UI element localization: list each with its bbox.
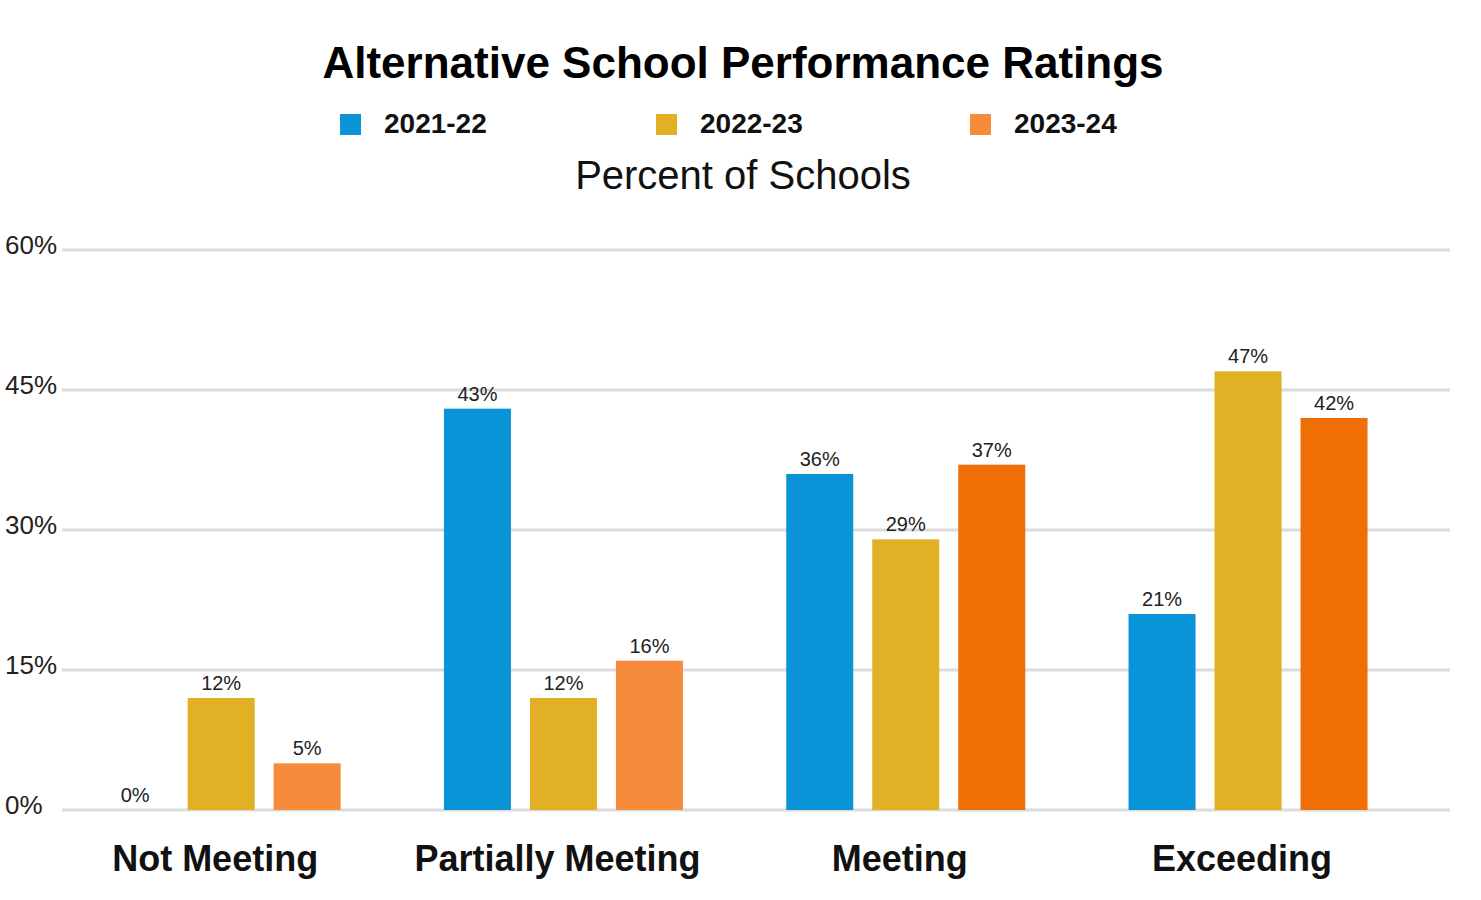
x-tick-label: Partially Meeting — [414, 838, 700, 879]
data-label: 29% — [886, 513, 926, 535]
y-tick-label: 30% — [5, 510, 57, 540]
legend-label: 2023-24 — [1014, 108, 1117, 139]
bar — [1215, 371, 1282, 810]
legend-label: 2021-22 — [384, 108, 487, 139]
bar — [274, 763, 341, 810]
data-label: 12% — [543, 672, 583, 694]
bar — [616, 661, 683, 810]
chart: Alternative School Performance Ratings Pe… — [0, 0, 1481, 900]
bar — [530, 698, 597, 810]
data-label: 37% — [972, 439, 1012, 461]
y-axis-label: Percent of Schools — [575, 153, 911, 197]
data-label: 12% — [201, 672, 241, 694]
legend-swatch — [656, 114, 677, 135]
data-label: 43% — [457, 383, 497, 405]
bar — [872, 539, 939, 810]
bar — [1129, 614, 1196, 810]
y-tick-label: 15% — [5, 650, 57, 680]
bar — [102, 810, 169, 811]
bar — [958, 465, 1025, 810]
title: Alternative School Performance Ratings — [322, 38, 1163, 87]
bars — [188, 371, 1368, 810]
y-tick-label: 45% — [5, 370, 57, 400]
x-tick-label: Meeting — [832, 838, 968, 879]
data-label: 47% — [1228, 345, 1268, 367]
data-label: 0% — [121, 784, 150, 806]
bar — [1301, 418, 1368, 810]
bar — [188, 698, 255, 810]
data-label: 36% — [800, 448, 840, 470]
legend-swatch — [340, 114, 361, 135]
x-tick-label: Exceeding — [1152, 838, 1332, 879]
data-label: 42% — [1314, 392, 1354, 414]
bar — [444, 409, 511, 810]
y-tick-label: 60% — [5, 230, 57, 260]
x-tick-label: Not Meeting — [112, 838, 318, 879]
y-tick-label: 0% — [5, 790, 43, 820]
grid-line — [62, 249, 1450, 252]
legend-label: 2022-23 — [700, 108, 803, 139]
legend-swatch — [970, 114, 991, 135]
data-label: 16% — [629, 635, 669, 657]
bar — [786, 474, 853, 810]
data-label: 5% — [293, 737, 322, 759]
data-label: 21% — [1142, 588, 1182, 610]
data-labels: 0% 12% 5% 43% 12% 16% 36% 29% 37% 21% 47% 42% — [121, 345, 1355, 806]
